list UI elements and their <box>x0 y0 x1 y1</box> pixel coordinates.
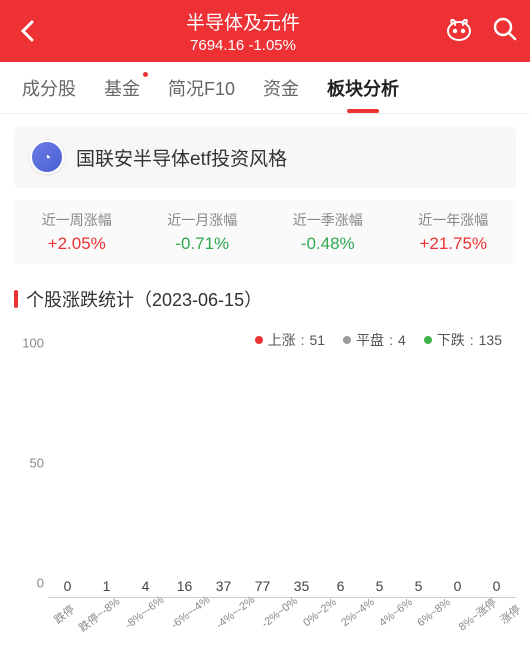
tab-bar: 成分股基金简况F10资金板块分析 <box>0 62 530 114</box>
bar-col-0: 0 <box>48 578 87 597</box>
bar-value: 0 <box>454 578 462 594</box>
chart-xlabels: 跌停跌停~-8%-8%~-6%-6%~-4%-4%~-2%-2%~0%0%~2%… <box>48 598 516 638</box>
metric-label: 近一季涨幅 <box>265 210 391 230</box>
legend-down-count: 135 <box>479 332 502 348</box>
legend-dot-up <box>255 336 263 344</box>
mascot-icon[interactable] <box>444 16 474 47</box>
chart-bars: 0 1 4 16 37 77 35 6 5 5 0 0 <box>48 358 516 598</box>
metric-3: 近一年涨幅 +21.75% <box>391 200 517 264</box>
bar-col-7: 6 <box>321 578 360 597</box>
index-value: 7694.16 <box>190 37 244 54</box>
back-button[interactable] <box>12 16 42 46</box>
header-actions <box>444 16 518 47</box>
bar-value: 1 <box>103 578 111 594</box>
tab-4[interactable]: 板块分析 <box>313 62 413 113</box>
ytick: 0 <box>37 576 44 591</box>
tab-1[interactable]: 基金 <box>90 62 154 113</box>
ytick: 100 <box>22 336 44 351</box>
chevron-left-icon <box>20 20 34 42</box>
bar-col-1: 1 <box>87 578 126 597</box>
bar-value: 35 <box>294 578 310 594</box>
index-summary: 7694.16 -1.05% <box>42 37 444 54</box>
tab-dot-icon <box>143 72 148 77</box>
bar-value: 37 <box>216 578 232 594</box>
metrics-row: 近一周涨幅 +2.05%近一月涨幅 -0.71% 近一季涨幅 -0.48%近一年涨幅 +2… <box>14 200 516 264</box>
metric-value: +21.75% <box>391 234 517 254</box>
legend-flat: 平盘: 4 <box>343 330 406 350</box>
bar-col-6: 35 <box>282 578 321 597</box>
legend-up: 上涨: 51 <box>255 330 325 350</box>
bar-value: 4 <box>142 578 150 594</box>
bar-col-9: 5 <box>399 578 438 597</box>
metric-value: +2.05% <box>14 234 140 254</box>
metric-0: 近一周涨幅 +2.05% <box>14 200 140 264</box>
legend-flat-label: 平盘 <box>356 330 384 350</box>
legend-flat-count: 4 <box>398 332 406 348</box>
metric-1: 近一月涨幅 -0.71% <box>140 200 266 264</box>
metric-value: -0.48% <box>265 234 391 254</box>
app-header: 半导体及元件 7694.16 -1.05% <box>0 0 530 62</box>
legend-up-count: 51 <box>309 332 325 348</box>
chart-yaxis: 050100 <box>14 358 48 598</box>
bar-col-3: 16 <box>165 578 204 597</box>
info-card[interactable]: ◔ 国联安半导体etf投资风格 <box>14 126 516 188</box>
bar-value: 6 <box>337 578 345 594</box>
index-change: -1.05% <box>248 37 296 54</box>
section-title: 个股涨跌统计（2023-06-15） <box>14 286 516 312</box>
legend-down-label: 下跌 <box>437 330 465 350</box>
search-icon[interactable] <box>492 16 518 47</box>
page-title: 半导体及元件 <box>42 8 444 35</box>
metric-label: 近一月涨幅 <box>140 210 266 230</box>
robot-icon: ◔ <box>30 140 64 174</box>
bar-value: 77 <box>255 578 271 594</box>
metric-label: 近一周涨幅 <box>14 210 140 230</box>
ytick: 50 <box>30 456 44 471</box>
tab-3[interactable]: 资金 <box>249 62 313 113</box>
legend-down: 下跌: 135 <box>424 330 502 350</box>
metric-value: -0.71% <box>140 234 266 254</box>
tab-2[interactable]: 简况F10 <box>154 62 249 113</box>
tab-0[interactable]: 成分股 <box>8 62 90 113</box>
legend-dot-flat <box>343 336 351 344</box>
distribution-chart: 050100 0141637773565500 跌停跌停~-8%-8%~-6%-… <box>14 358 516 638</box>
bar-value: 5 <box>415 578 423 594</box>
bar-value: 0 <box>493 578 501 594</box>
section-title-text: 个股涨跌统计（2023-06-15） <box>26 286 262 312</box>
bar-value: 0 <box>64 578 72 594</box>
bar-value: 16 <box>177 578 193 594</box>
info-card-text: 国联安半导体etf投资风格 <box>76 144 287 171</box>
legend-dot-down <box>424 336 432 344</box>
metric-label: 近一年涨幅 <box>391 210 517 230</box>
chart-legend: 上涨: 51 平盘: 4 下跌: 135 <box>28 330 502 350</box>
bar-value: 5 <box>376 578 384 594</box>
legend-up-label: 上涨 <box>268 330 296 350</box>
bar-col-8: 5 <box>360 578 399 597</box>
metric-2: 近一季涨幅 -0.48% <box>265 200 391 264</box>
bar-col-11: 0 <box>477 578 516 597</box>
bar-col-4: 37 <box>204 578 243 597</box>
bar-col-10: 0 <box>438 578 477 597</box>
header-center: 半导体及元件 7694.16 -1.05% <box>42 8 444 54</box>
